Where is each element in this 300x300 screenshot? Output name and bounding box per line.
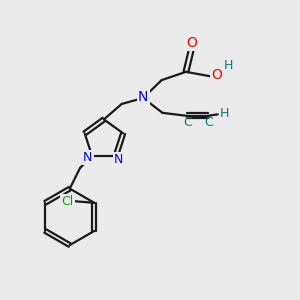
Text: N: N [114, 153, 124, 166]
Text: Cl: Cl [61, 195, 74, 208]
Text: O: O [212, 68, 222, 82]
Text: N: N [138, 90, 148, 104]
Text: H: H [220, 107, 229, 120]
Text: O: O [187, 36, 197, 50]
Text: C: C [183, 116, 192, 129]
Text: H: H [224, 59, 233, 72]
Text: C: C [205, 116, 213, 129]
Text: N: N [83, 151, 92, 164]
